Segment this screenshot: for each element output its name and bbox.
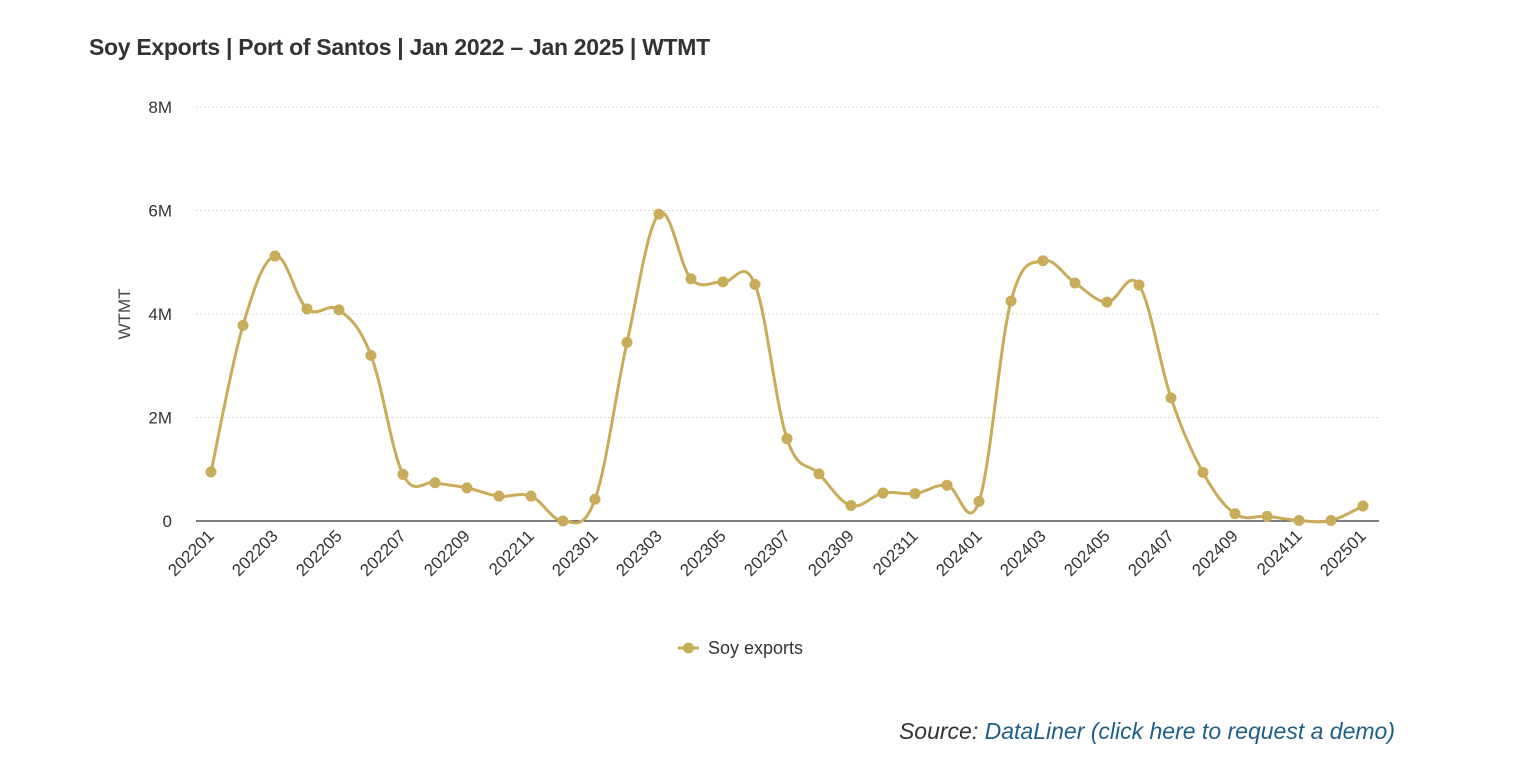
data-point-202308[interactable] <box>813 468 825 480</box>
data-point-202404[interactable] <box>1069 277 1081 289</box>
data-point-202411[interactable] <box>1293 514 1305 526</box>
data-point-202204[interactable] <box>301 303 313 315</box>
data-point-202302[interactable] <box>621 336 633 348</box>
x-tick-label: 202407 <box>1124 526 1178 580</box>
data-point-202501[interactable] <box>1357 500 1369 512</box>
data-point-202206[interactable] <box>365 349 377 361</box>
x-tick-label: 202401 <box>932 526 986 580</box>
series-soy-exports[interactable] <box>205 208 1369 527</box>
x-tick-label: 202411 <box>1253 526 1306 579</box>
data-point-202401[interactable] <box>973 495 985 507</box>
data-point-202403[interactable] <box>1037 255 1049 267</box>
x-tick-label: 202307 <box>740 526 794 580</box>
data-point-202208[interactable] <box>429 477 441 489</box>
x-tick-label: 202203 <box>228 526 282 580</box>
data-point-202301[interactable] <box>589 493 601 505</box>
data-point-202311[interactable] <box>909 488 921 500</box>
chart-title: Soy Exports | Port of Santos | Jan 2022 … <box>89 34 710 60</box>
x-tick-label: 202301 <box>548 526 602 580</box>
data-point-202202[interactable] <box>237 319 249 331</box>
x-tick-label: 202405 <box>1060 526 1114 580</box>
data-point-202305[interactable] <box>717 276 729 288</box>
x-tick-label: 202209 <box>420 526 474 580</box>
y-tick-label: 4M <box>148 305 172 324</box>
data-point-202201[interactable] <box>205 466 217 478</box>
data-point-202303[interactable] <box>653 208 665 220</box>
x-tick-label: 202305 <box>676 526 730 580</box>
series-line <box>209 211 1365 525</box>
data-point-202205[interactable] <box>333 304 345 316</box>
x-tick-label: 202309 <box>804 526 858 580</box>
x-tick-label: 202303 <box>612 526 666 580</box>
data-point-202412[interactable] <box>1325 514 1337 526</box>
data-point-202210[interactable] <box>493 490 505 502</box>
x-tick-label: 202403 <box>996 526 1050 580</box>
x-tick-label: 202201 <box>164 526 218 580</box>
x-axis: 202201 202203 202205 202207 202209 202211 2023… <box>164 520 1379 580</box>
data-point-202406[interactable] <box>1133 279 1145 291</box>
x-tick-label: 202207 <box>356 526 410 580</box>
y-axis-title: WTMT <box>115 289 134 340</box>
x-tick-label: 202311 <box>869 526 922 579</box>
data-point-202405[interactable] <box>1101 296 1113 308</box>
y-axis: 0 2M 4M 6M 8M WTMT <box>115 98 172 531</box>
data-point-202212[interactable] <box>557 515 569 527</box>
x-tick-label: 202205 <box>292 526 346 580</box>
data-point-202309[interactable] <box>845 499 857 511</box>
gridlines <box>196 106 1379 418</box>
data-point-202211[interactable] <box>525 490 537 502</box>
x-tick-label: 202501 <box>1316 526 1370 580</box>
y-tick-label: 0 <box>163 512 172 531</box>
legend-label[interactable]: Soy exports <box>708 638 803 658</box>
data-point-202407[interactable] <box>1165 392 1177 404</box>
data-point-202312[interactable] <box>941 479 953 491</box>
data-point-202307[interactable] <box>781 433 793 445</box>
data-point-202203[interactable] <box>269 250 281 262</box>
data-point-202408[interactable] <box>1197 466 1209 478</box>
y-tick-label: 8M <box>148 98 172 117</box>
data-point-202207[interactable] <box>397 468 409 480</box>
data-point-202304[interactable] <box>685 273 697 285</box>
source-prefix: Source: <box>898 718 979 744</box>
x-tick-label: 202211 <box>485 526 538 579</box>
data-point-202310[interactable] <box>877 487 889 499</box>
data-point-202409[interactable] <box>1229 508 1241 520</box>
y-tick-label: 6M <box>148 202 172 221</box>
data-point-202209[interactable] <box>461 482 473 494</box>
y-tick-label: 2M <box>148 409 172 428</box>
x-tick-label: 202409 <box>1188 526 1242 580</box>
data-point-202402[interactable] <box>1005 295 1017 307</box>
data-point-202410[interactable] <box>1261 510 1273 522</box>
data-point-202306[interactable] <box>749 279 761 291</box>
source-line: Source: DataLiner (click here to request… <box>899 718 1395 745</box>
legend-swatch-marker <box>683 642 694 654</box>
legend[interactable]: Soy exports <box>678 638 803 658</box>
source-link[interactable]: DataLiner (click here to request a demo) <box>984 718 1395 744</box>
